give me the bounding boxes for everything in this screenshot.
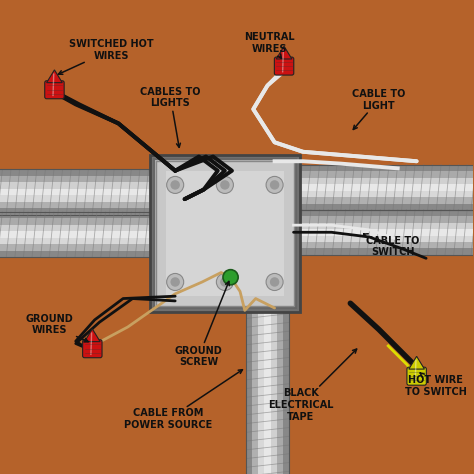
Text: SWITCHED HOT
WIRES: SWITCHED HOT WIRES [58, 39, 154, 74]
Bar [291, 236, 474, 242]
Bar [0, 189, 164, 195]
Bar [291, 184, 474, 191]
Bar [277, 299, 283, 474]
Bar [291, 191, 474, 197]
Bar [271, 299, 277, 474]
Bar [0, 212, 164, 219]
Bar [291, 216, 474, 222]
Bar [246, 299, 252, 474]
Bar [291, 248, 474, 255]
Circle shape [216, 273, 233, 291]
Bar [264, 299, 271, 474]
Circle shape [270, 180, 279, 190]
Bar [0, 182, 164, 189]
Polygon shape [276, 46, 292, 59]
Text: HOT WIRE
TO SWITCH: HOT WIRE TO SWITCH [405, 373, 466, 397]
Bar [0, 219, 164, 225]
Text: GROUND
SCREW: GROUND SCREW [175, 282, 229, 367]
Circle shape [171, 180, 180, 190]
Bar [291, 164, 474, 171]
Text: BLACK
ELECTRICAL
TAPE: BLACK ELECTRICAL TAPE [268, 349, 356, 422]
Bar [0, 251, 164, 257]
Bar [0, 202, 164, 208]
Circle shape [167, 273, 184, 291]
Bar [291, 222, 474, 229]
Circle shape [167, 176, 184, 193]
Circle shape [266, 273, 283, 291]
Polygon shape [409, 356, 424, 369]
Bar [0, 208, 164, 215]
Bar [291, 210, 474, 216]
Bar [258, 299, 264, 474]
FancyBboxPatch shape [407, 367, 426, 385]
Bar [291, 229, 474, 236]
Bar [0, 176, 164, 182]
Bar [291, 171, 474, 178]
FancyBboxPatch shape [45, 81, 64, 99]
Bar [0, 225, 164, 231]
Bar [154, 159, 296, 308]
Text: CABLE TO
LIGHT: CABLE TO LIGHT [352, 89, 405, 129]
Text: CABLE FROM
POWER SOURCE: CABLE FROM POWER SOURCE [124, 370, 243, 430]
Circle shape [171, 277, 180, 287]
Bar [0, 195, 164, 202]
Bar [0, 245, 164, 251]
Bar [252, 299, 258, 474]
Bar [283, 299, 289, 474]
Circle shape [266, 176, 283, 193]
Bar [150, 155, 300, 312]
Circle shape [220, 277, 229, 287]
Bar [0, 231, 164, 238]
Circle shape [270, 277, 279, 287]
Text: CABLE TO
SWITCH: CABLE TO SWITCH [364, 234, 419, 257]
Bar [0, 169, 164, 176]
Text: CABLES TO
LIGHTS: CABLES TO LIGHTS [140, 87, 201, 147]
Bar [166, 171, 284, 296]
Circle shape [216, 176, 233, 193]
Text: GROUND
WIRES: GROUND WIRES [26, 314, 88, 342]
Bar [291, 178, 474, 184]
Bar [291, 203, 474, 210]
Bar [291, 242, 474, 248]
Bar [0, 238, 164, 245]
Bar [291, 197, 474, 203]
Text: NEUTRAL
WIRES: NEUTRAL WIRES [245, 32, 295, 58]
Circle shape [220, 180, 229, 190]
Polygon shape [46, 70, 62, 82]
Polygon shape [84, 329, 100, 342]
Circle shape [223, 270, 238, 285]
FancyBboxPatch shape [82, 340, 102, 358]
FancyBboxPatch shape [274, 57, 294, 75]
Bar [156, 161, 293, 306]
